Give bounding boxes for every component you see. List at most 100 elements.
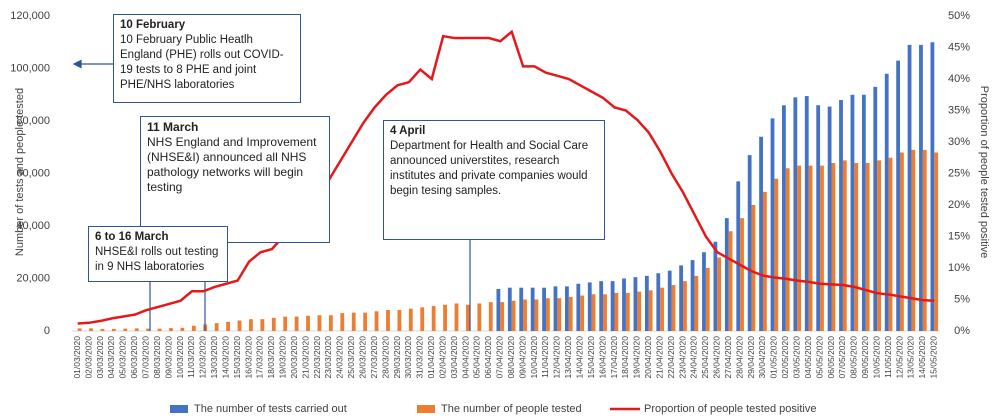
x-tick-label: 12/05/2020: [894, 336, 904, 379]
y-tick-label: 80,000: [16, 115, 50, 127]
y2-tick-label: 35%: [948, 104, 970, 116]
y2-tick-label: 45%: [948, 41, 970, 53]
x-tick-label: 11/03/2020: [186, 336, 196, 378]
x-tick-label: 11/04/2020: [540, 336, 550, 378]
x-tick-label: 25/03/2020: [346, 336, 356, 379]
x-tick-label: 06/04/2020: [483, 336, 493, 379]
bar: [565, 286, 569, 331]
bar: [180, 327, 185, 331]
bar: [694, 275, 699, 331]
y2-tick-label: 25%: [948, 167, 970, 179]
bar: [934, 152, 939, 331]
bar: [816, 105, 821, 331]
bar: [420, 307, 425, 331]
x-tick-label: 25/04/2020: [700, 336, 710, 379]
x-tick-label: 13/03/2020: [209, 336, 219, 379]
x-tick-label: 02/03/2020: [83, 336, 93, 379]
y2-tick-label: 10%: [948, 262, 970, 274]
x-tick-label: 13/04/2020: [563, 336, 573, 379]
bar: [534, 299, 539, 331]
bar: [671, 285, 676, 331]
annotation: 10 February 10 February Public Heatlh Eng…: [113, 14, 301, 103]
bar: [907, 44, 912, 331]
bar: [831, 163, 836, 331]
x-tick-label: 04/05/2020: [803, 336, 813, 379]
bar: [507, 287, 512, 331]
bar: [625, 292, 630, 331]
annotation-title: 4 April: [390, 125, 426, 137]
bar: [169, 328, 173, 331]
annotation: 4 April Department for Health and Social …: [383, 120, 605, 240]
x-tick-label: 07/03/2020: [140, 336, 150, 379]
bar: [557, 298, 562, 331]
bar: [363, 312, 368, 331]
y-tick-label: 40,000: [16, 220, 50, 232]
bar: [702, 252, 706, 331]
bar: [408, 308, 413, 331]
bar: [667, 270, 672, 331]
bar: [454, 303, 459, 331]
bar: [260, 319, 265, 331]
bar: [580, 295, 585, 331]
bar: [808, 165, 813, 331]
bar: [804, 96, 809, 331]
y-tick-label: 100,000: [10, 62, 50, 74]
bar: [770, 118, 775, 331]
bar: [523, 299, 527, 331]
x-tick-label: 03/05/2020: [791, 336, 801, 379]
x-tick-label: 20/04/2020: [643, 336, 653, 379]
x-tick-label: 16/04/2020: [597, 336, 607, 379]
bar: [306, 315, 310, 331]
x-tick-label: 31/03/2020: [415, 336, 425, 379]
bar: [713, 241, 718, 331]
bar: [774, 178, 779, 331]
x-tick-label: 08/03/2020: [152, 336, 162, 379]
bar: [283, 316, 288, 331]
x-tick-label: 03/04/2020: [449, 336, 459, 379]
y-tick-label: 120,000: [10, 10, 50, 22]
annotation-text: NHSE&I rolls out testing in 9 NHS labora…: [95, 246, 219, 273]
bar: [884, 73, 889, 331]
x-tick-label: 09/04/2020: [517, 336, 527, 379]
bar: [888, 157, 893, 331]
bar: [317, 315, 322, 331]
x-tick-label: 05/04/2020: [472, 336, 482, 379]
bar: [850, 94, 855, 331]
legend-swatch: [170, 405, 188, 413]
bar: [477, 303, 482, 331]
bar: [249, 319, 253, 331]
y2-tick-label: 15%: [948, 230, 970, 242]
bar: [724, 218, 729, 331]
bar: [553, 286, 558, 331]
line: [77, 29, 935, 325]
x-tick-label: 07/04/2020: [495, 336, 505, 379]
bar: [622, 278, 626, 331]
bar: [648, 290, 653, 331]
bar: [717, 257, 722, 331]
x-tick-label: 30/04/2020: [757, 336, 767, 379]
y-tick-label: 20,000: [16, 272, 50, 284]
x-tick-label: 01/04/2020: [426, 336, 436, 379]
bar: [488, 302, 493, 331]
bar: [900, 152, 904, 331]
legend-label: The number of tests carried out: [194, 403, 347, 415]
bar: [683, 281, 687, 331]
x-tick-label: 17/03/2020: [255, 336, 265, 379]
bar: [214, 323, 219, 331]
bar: [568, 296, 573, 331]
bar: [431, 306, 436, 331]
bar: [111, 328, 116, 331]
bar: [614, 292, 619, 331]
bar: [793, 97, 798, 331]
y2-tick-label: 30%: [948, 136, 970, 148]
bar: [351, 312, 356, 331]
x-tick-label: 14/03/2020: [220, 336, 230, 379]
x-tick-label: 06/05/2020: [826, 336, 836, 379]
x-tick-label: 26/03/2020: [357, 336, 367, 379]
x-tick-label: 24/03/2020: [335, 336, 345, 379]
y2-tick-label: 5%: [954, 293, 970, 305]
x-tick-label: 10/04/2020: [529, 336, 539, 379]
bar: [386, 310, 390, 331]
x-tick-label: 28/03/2020: [380, 336, 390, 379]
